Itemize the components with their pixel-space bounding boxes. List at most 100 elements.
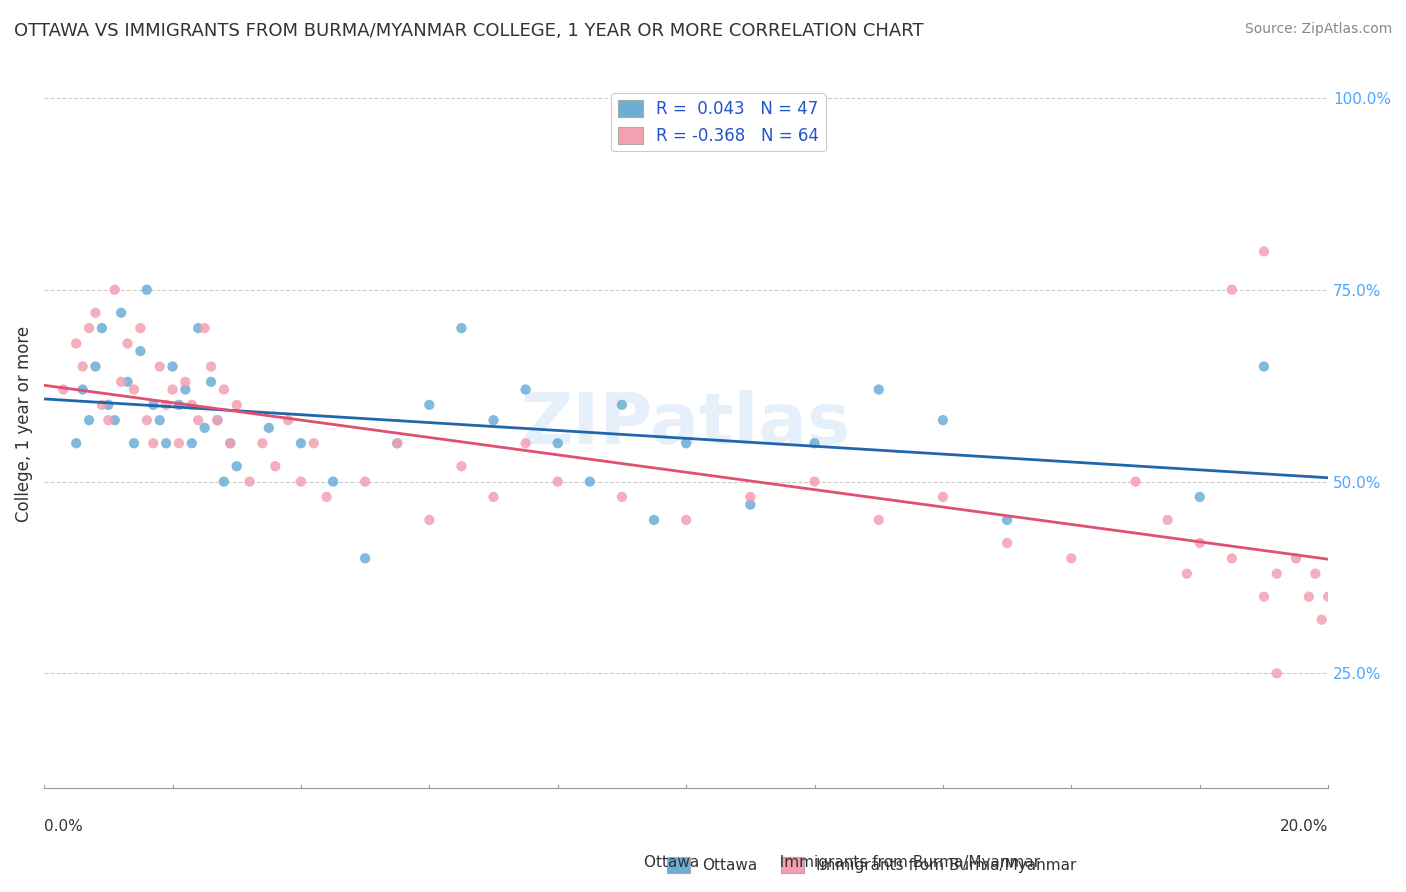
Point: [162, 383, 184, 397]
Point: [387, 436, 409, 450]
Point: [252, 436, 274, 450]
Point: [212, 383, 235, 397]
Point: [200, 375, 222, 389]
Point: [1220, 551, 1243, 566]
Point: [72, 359, 94, 374]
Point: [740, 490, 762, 504]
Point: [1285, 551, 1308, 566]
Point: [187, 413, 209, 427]
Point: [1125, 475, 1147, 489]
Point: [290, 436, 312, 450]
Point: [72, 383, 94, 397]
Text: ZIPatlas: ZIPatlas: [522, 390, 851, 458]
Point: [155, 436, 177, 450]
Point: [277, 413, 299, 427]
Point: [315, 490, 337, 504]
Point: [675, 436, 697, 450]
Point: [97, 413, 120, 427]
Point: [740, 498, 762, 512]
Point: [1156, 513, 1178, 527]
Point: [1175, 566, 1198, 581]
Text: Immigrants from Burma/Myanmar: Immigrants from Burma/Myanmar: [731, 855, 1040, 870]
Legend: Ottawa, Immigrants from Burma/Myanmar: Ottawa, Immigrants from Burma/Myanmar: [661, 851, 1083, 880]
Point: [174, 375, 197, 389]
Point: [207, 413, 229, 427]
Point: [149, 413, 172, 427]
Point: [450, 321, 472, 335]
Point: [104, 413, 127, 427]
Point: [515, 436, 537, 450]
Point: [995, 536, 1018, 550]
Point: [155, 398, 177, 412]
Point: [129, 344, 152, 359]
Point: [110, 375, 132, 389]
Point: [142, 398, 165, 412]
Point: [142, 436, 165, 450]
Point: [1265, 666, 1288, 681]
Point: [354, 551, 377, 566]
Text: 0.0%: 0.0%: [44, 819, 83, 834]
Point: [84, 359, 107, 374]
Point: [200, 359, 222, 374]
Point: [129, 321, 152, 335]
Point: [803, 436, 825, 450]
Point: [995, 513, 1018, 527]
Point: [117, 375, 139, 389]
Point: [1253, 359, 1275, 374]
Point: [225, 459, 247, 474]
Point: [104, 283, 127, 297]
Point: [174, 383, 197, 397]
Point: [238, 475, 260, 489]
Text: 20.0%: 20.0%: [1279, 819, 1329, 834]
Point: [322, 475, 344, 489]
Point: [110, 306, 132, 320]
Point: [180, 436, 202, 450]
Point: [418, 513, 440, 527]
Point: [547, 436, 569, 450]
Point: [418, 398, 440, 412]
Point: [387, 436, 409, 450]
Point: [290, 475, 312, 489]
Text: OTTAWA VS IMMIGRANTS FROM BURMA/MYANMAR COLLEGE, 1 YEAR OR MORE CORRELATION CHAR: OTTAWA VS IMMIGRANTS FROM BURMA/MYANMAR …: [14, 22, 924, 40]
Point: [225, 398, 247, 412]
Point: [450, 459, 472, 474]
Point: [149, 359, 172, 374]
Point: [212, 475, 235, 489]
Point: [65, 336, 87, 351]
Point: [1188, 490, 1211, 504]
Point: [167, 398, 190, 412]
Point: [547, 475, 569, 489]
Point: [643, 513, 665, 527]
Legend: R =  0.043   N = 47, R = -0.368   N = 64: R = 0.043 N = 47, R = -0.368 N = 64: [612, 94, 825, 152]
Text: Ottawa: Ottawa: [605, 855, 699, 870]
Point: [868, 513, 890, 527]
Point: [482, 490, 505, 504]
Point: [803, 475, 825, 489]
Point: [135, 413, 157, 427]
Y-axis label: College, 1 year or more: College, 1 year or more: [15, 326, 32, 522]
Point: [610, 398, 633, 412]
Point: [97, 398, 120, 412]
Point: [1253, 590, 1275, 604]
Point: [579, 475, 602, 489]
Point: [482, 413, 505, 427]
Point: [1060, 551, 1083, 566]
Point: [219, 436, 242, 450]
Point: [1310, 613, 1333, 627]
Point: [932, 413, 955, 427]
Point: [162, 359, 184, 374]
Point: [610, 490, 633, 504]
Point: [1188, 536, 1211, 550]
Text: Source: ZipAtlas.com: Source: ZipAtlas.com: [1244, 22, 1392, 37]
Point: [257, 421, 280, 435]
Point: [1265, 566, 1288, 581]
Point: [84, 306, 107, 320]
Point: [1253, 244, 1275, 259]
Point: [515, 383, 537, 397]
Point: [77, 413, 100, 427]
Point: [207, 413, 229, 427]
Point: [354, 475, 377, 489]
Point: [194, 421, 217, 435]
Point: [932, 490, 955, 504]
Point: [1220, 283, 1243, 297]
